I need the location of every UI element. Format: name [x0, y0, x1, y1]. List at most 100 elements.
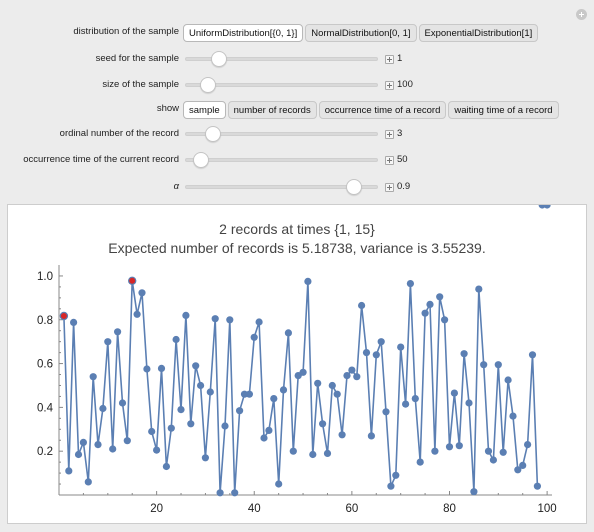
sample-point — [148, 427, 156, 436]
ordinal-slider-knob[interactable] — [205, 126, 221, 142]
sample-point — [465, 399, 473, 407]
occurrence-expand-icon[interactable] — [385, 156, 394, 165]
sample-point — [284, 329, 292, 337]
seed-slider-knob[interactable] — [211, 51, 227, 67]
sample-point — [74, 450, 83, 459]
sample-point — [333, 390, 341, 398]
size-slider[interactable] — [185, 77, 378, 93]
sample-point — [445, 443, 454, 451]
sample-point — [231, 489, 239, 497]
size-value: 100 — [397, 79, 413, 90]
sample-point — [489, 456, 497, 464]
show-tabs: sample number of records occurrence time… — [183, 101, 559, 119]
sample-point — [362, 349, 371, 357]
sample-point — [309, 450, 317, 459]
distribution-tabs: UniformDistribution[{0, 1}] NormalDistri… — [183, 24, 539, 42]
alpha-expand-icon[interactable] — [385, 183, 394, 192]
tab-sample[interactable]: sample — [183, 101, 226, 119]
x-tick-label: 80 — [443, 503, 456, 515]
sample-point — [484, 447, 493, 455]
tab-waiting-time[interactable]: waiting time of a record — [448, 101, 559, 119]
distribution-label: distribution of the sample — [73, 26, 179, 37]
tab-normal-distribution[interactable]: NormalDistribution[0, 1] — [305, 24, 417, 42]
tab-number-of-records[interactable]: number of records — [227, 101, 317, 119]
sample-point — [192, 362, 200, 370]
occurrence-slider-track — [185, 158, 378, 162]
sample-point — [343, 372, 351, 380]
sample-point — [157, 364, 166, 372]
sample-point — [377, 338, 385, 346]
sample-point — [201, 454, 209, 462]
occurrence-slider[interactable] — [185, 152, 378, 168]
sample-point — [172, 335, 180, 344]
sample-point — [162, 462, 170, 471]
sample-point — [426, 300, 434, 308]
sample-point — [236, 407, 244, 415]
plot-panel: 2 records at times {1, 15} Expected numb… — [7, 204, 587, 524]
sample-point — [187, 420, 195, 428]
y-tick-label: 0.6 — [37, 359, 53, 371]
sample-point — [89, 373, 97, 381]
sample-point — [79, 438, 87, 446]
y-tick-label: 1.0 — [37, 271, 53, 283]
alpha-slider[interactable] — [185, 179, 378, 195]
seed-slider[interactable] — [185, 51, 378, 67]
sample-point — [182, 311, 190, 319]
sample-point — [328, 381, 336, 390]
sample-point — [480, 361, 488, 369]
tab-uniform-distribution[interactable]: UniformDistribution[{0, 1}] — [183, 24, 304, 42]
occurrence-slider-knob[interactable] — [193, 152, 209, 168]
sample-point — [475, 285, 483, 293]
sample-point — [138, 289, 146, 297]
sample-point — [519, 461, 527, 469]
options-menu-icon[interactable] — [576, 9, 587, 20]
sample-point — [197, 381, 205, 390]
sample-point — [177, 406, 185, 414]
sample-point — [84, 478, 92, 486]
sample-point — [406, 280, 414, 288]
seed-value: 1 — [397, 53, 403, 64]
size-row: size of the sample — [0, 77, 179, 97]
alpha-row: α — [0, 179, 179, 199]
ordinal-slider[interactable] — [185, 126, 378, 142]
occurrence-label: occurrence time of the current record — [23, 154, 179, 165]
size-expand-icon[interactable] — [385, 81, 394, 90]
ordinal-expand-icon[interactable] — [385, 130, 394, 139]
size-label: size of the sample — [102, 79, 179, 90]
sample-point — [250, 333, 258, 341]
show-row: show — [0, 101, 179, 121]
ordinal-label: ordinal number of the record — [59, 128, 179, 139]
sample-point — [226, 316, 234, 324]
sample-point — [255, 318, 263, 326]
chart-series — [59, 205, 551, 497]
alpha-slider-knob[interactable] — [346, 179, 362, 195]
sample-point — [338, 431, 346, 439]
sample-point — [450, 389, 458, 397]
sample-point — [358, 301, 366, 310]
x-tick-label: 60 — [345, 503, 358, 515]
size-slider-knob[interactable] — [200, 77, 216, 93]
tab-exponential-distribution[interactable]: ExponentialDistribution[1] — [418, 24, 539, 42]
sample-point — [524, 441, 532, 449]
sample-point — [319, 420, 327, 428]
sample-point — [499, 448, 507, 456]
sample-point — [402, 400, 410, 408]
sample-point — [265, 426, 273, 434]
sample-point — [118, 399, 127, 407]
x-tick-label: 100 — [538, 503, 557, 515]
sample-point — [382, 408, 390, 416]
tab-occurrence-time[interactable]: occurrence time of a record — [318, 101, 447, 119]
sample-point — [65, 467, 73, 475]
sample-point — [455, 442, 463, 450]
chart-title: 2 records at times {1, 15} — [219, 221, 375, 237]
record-point — [127, 276, 137, 286]
sample-point — [441, 316, 449, 324]
seed-row: seed for the sample — [0, 51, 179, 71]
sample-point — [143, 365, 151, 373]
sample-point — [299, 368, 307, 376]
ordinal-value: 3 — [397, 128, 403, 139]
x-tick-label: 20 — [150, 503, 163, 515]
sample-point — [416, 458, 424, 466]
seed-expand-icon[interactable] — [385, 55, 394, 64]
sample-point — [494, 361, 502, 369]
